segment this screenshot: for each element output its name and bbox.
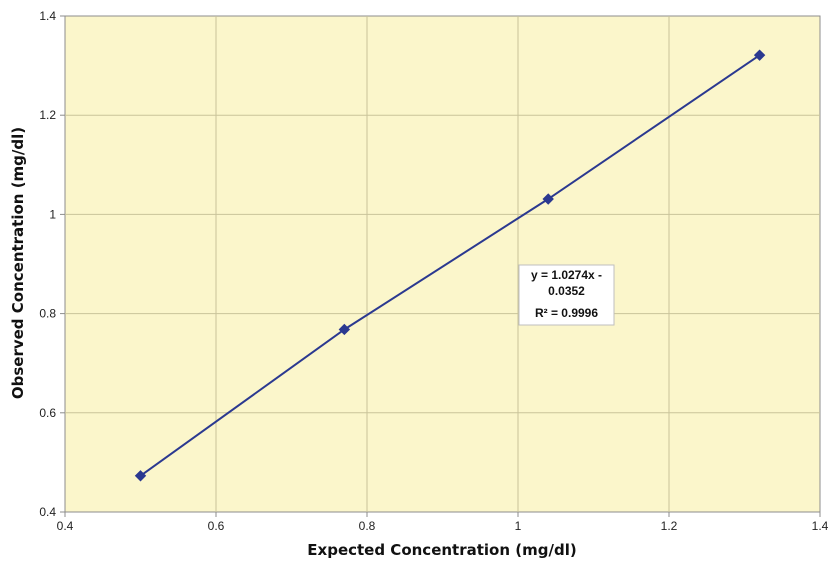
y-tick-label: 1.4 (39, 9, 56, 23)
x-tick-label: 1.4 (812, 519, 828, 533)
data-point (338, 323, 351, 336)
r-squared-label: R² = 0.9996 (535, 306, 598, 320)
x-axis-title: Expected Concentration (mg/dl) (307, 541, 576, 559)
y-tick-label: 0.4 (39, 505, 56, 519)
x-tick-label: 1 (515, 519, 522, 533)
y-tick-label: 0.6 (39, 406, 56, 420)
y-tick-label: 1 (49, 207, 56, 221)
y-axis-title: Observed Concentration (mg/dl) (9, 127, 27, 399)
tick-labels: 0.4 0.6 0.8 1 1.2 1.4 0.4 0.6 0.8 1 1.2 1.4 (39, 9, 828, 533)
equation-box-background (518, 264, 615, 326)
x-tick-label: 1.2 (661, 519, 678, 533)
gridlines (60, 15, 821, 517)
x-tick-label: 0.6 (208, 519, 225, 533)
data-point (542, 193, 554, 205)
data-point (134, 470, 147, 482)
data-points (134, 49, 766, 482)
y-tick-label: 0.8 (39, 307, 56, 321)
series-line (139, 54, 761, 477)
trendline-equation-line2: 0.0352 (548, 284, 585, 298)
trendline-equation-line1: y = 1.0274x - (531, 268, 602, 282)
trendline-layer (139, 54, 761, 477)
x-tick-label: 0.4 (57, 519, 74, 533)
x-tick-label: 0.8 (359, 519, 376, 533)
data-point (753, 49, 766, 61)
y-tick-label: 1.2 (39, 108, 56, 122)
trendline-equation-box: y = 1.0274x - 0.0352 R² = 0.9996 (518, 264, 615, 326)
